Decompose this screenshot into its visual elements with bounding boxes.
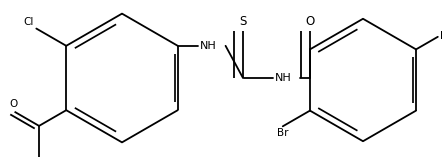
Text: Br: Br <box>277 128 289 138</box>
Text: O: O <box>9 99 17 109</box>
Text: N: N <box>440 31 442 41</box>
Text: Cl: Cl <box>24 17 34 27</box>
Text: S: S <box>239 15 247 28</box>
Text: NH: NH <box>199 41 216 51</box>
Text: NH: NH <box>274 73 291 83</box>
Text: O: O <box>305 15 315 28</box>
